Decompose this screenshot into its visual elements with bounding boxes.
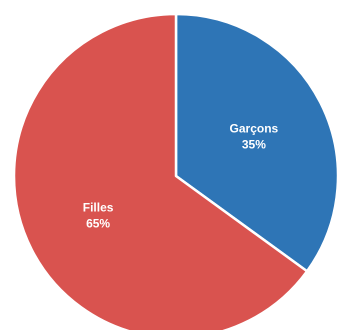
slice-value-label: 35% (242, 137, 266, 151)
pie-slice-filles (12, 12, 309, 330)
slice-name-label: Garçons (230, 121, 279, 135)
pie-slices (12, 12, 337, 330)
slice-name-label: Filles (83, 201, 114, 215)
pie-labels: Garçons 35% Filles 65% (83, 121, 279, 230)
pie-slice-garcons (174, 12, 337, 273)
slice-value-label: 65% (86, 217, 110, 231)
